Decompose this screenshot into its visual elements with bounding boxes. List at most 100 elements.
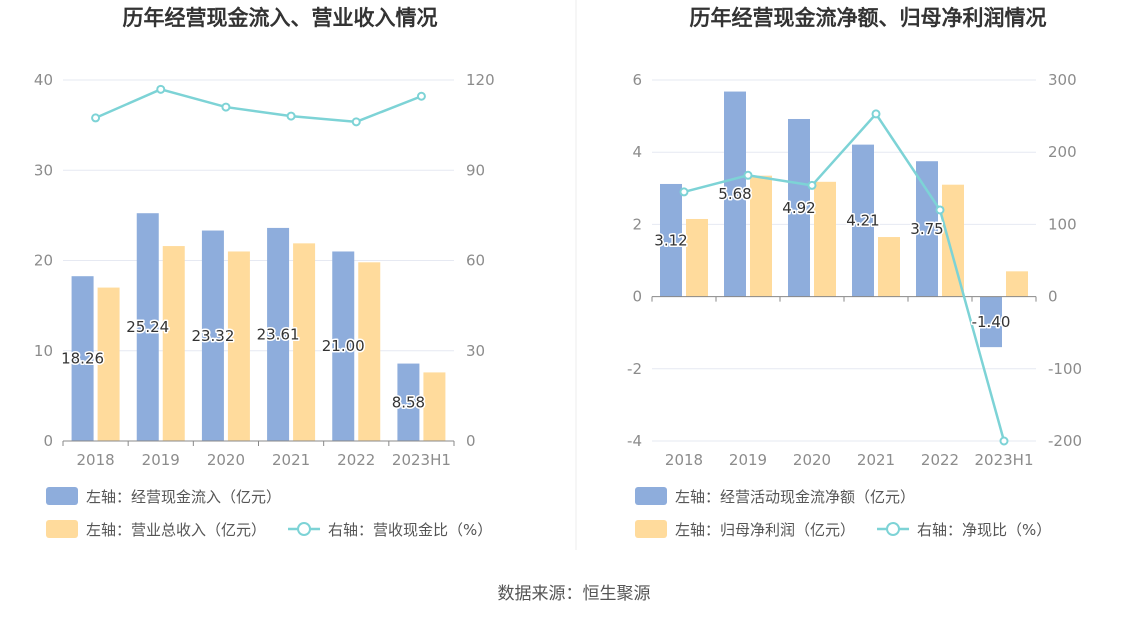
category-label: 2020 xyxy=(793,451,831,469)
legend-swatch-secondary xyxy=(635,520,667,538)
bar-secondary xyxy=(423,372,446,441)
bar-value-label: 4.92 xyxy=(782,199,815,217)
left-tick-label: -4 xyxy=(627,432,642,450)
bar-value-label: 18.26 xyxy=(61,350,104,368)
bar-value-label: 23.61 xyxy=(257,325,300,343)
bar-secondary xyxy=(227,251,250,441)
right-tick-label: 300 xyxy=(1048,71,1077,89)
bar-secondary xyxy=(878,237,900,297)
right-tick-label: 30 xyxy=(466,342,485,360)
left-tick-label: 10 xyxy=(34,342,53,360)
bar-primary xyxy=(916,161,938,297)
ratio-point xyxy=(91,113,101,123)
bar-value-label: 25.24 xyxy=(126,318,169,336)
category-label: 2023H1 xyxy=(975,451,1034,469)
right-tick-label: -100 xyxy=(1048,360,1082,378)
bar-primary xyxy=(71,276,94,441)
chart-title: 历年经营现金流入、营业收入情况 xyxy=(123,6,438,30)
legend-label-primary: 左轴：经营活动现金流净额（亿元） xyxy=(675,488,915,506)
bar-value-label: 21.00 xyxy=(322,337,365,355)
right-tick-label: 0 xyxy=(466,432,476,450)
right-tick-label: 120 xyxy=(466,71,495,89)
ratio-point xyxy=(221,102,231,112)
category-label: 2019 xyxy=(729,451,767,469)
left-tick-label: -2 xyxy=(627,360,642,378)
ratio-point xyxy=(156,84,166,94)
ratio-point xyxy=(871,109,881,119)
ratio-line xyxy=(683,111,1006,442)
bar-secondary xyxy=(814,181,836,297)
bar-secondary xyxy=(686,218,708,297)
bar-primary xyxy=(724,91,746,297)
legend-label-line: 右轴：净现比（%） xyxy=(917,521,1051,539)
ratio-point xyxy=(743,170,753,180)
bar-value-label: 3.75 xyxy=(910,220,943,238)
ratio-point xyxy=(286,111,296,121)
category-label: 2018 xyxy=(76,451,114,469)
bar-value-label: -1.40 xyxy=(972,313,1011,331)
ratio-point xyxy=(416,91,426,101)
left-tick-label: 20 xyxy=(34,252,53,270)
legend-label-primary: 左轴：经营现金流入（亿元） xyxy=(86,488,281,506)
bar-primary xyxy=(201,230,224,441)
right-tick-label: 60 xyxy=(466,252,485,270)
ratio-point xyxy=(999,436,1009,446)
bar-value-label: 5.68 xyxy=(718,185,751,203)
left-tick-label: 0 xyxy=(632,288,642,306)
category-label: 2022 xyxy=(337,451,375,469)
bar-value-label: 4.21 xyxy=(846,212,879,230)
panel-cashflow-revenue: 历年经营现金流入、营业收入情况 0 10 20 30 40 0 30 60 90 120 2018 20… xyxy=(34,6,495,539)
bar-secondary xyxy=(162,246,185,441)
category-label: 2023H1 xyxy=(392,451,451,469)
category-label: 2019 xyxy=(142,451,180,469)
left-tick-label: 4 xyxy=(632,143,642,161)
bar-primary xyxy=(136,213,159,441)
right-tick-label: 0 xyxy=(1048,288,1058,306)
bar-primary xyxy=(397,363,420,441)
bar-secondary xyxy=(942,184,964,297)
left-tick-label: 40 xyxy=(34,71,53,89)
right-tick-label: 100 xyxy=(1048,215,1077,233)
bar-primary xyxy=(267,227,290,441)
category-label: 2022 xyxy=(921,451,959,469)
legend-swatch-primary xyxy=(46,487,78,505)
ratio-point xyxy=(679,187,689,197)
bar-primary xyxy=(980,296,1002,348)
bar-value-label: 23.32 xyxy=(191,327,234,345)
legend-swatch-point xyxy=(297,522,312,536)
bar-value-label: 3.12 xyxy=(654,231,687,249)
bar-secondary xyxy=(97,287,120,441)
legend-label-secondary: 左轴：营业总收入（亿元） xyxy=(86,521,266,539)
ratio-line xyxy=(95,88,422,124)
right-tick-label: 200 xyxy=(1048,143,1077,161)
chart-title: 历年经营现金流净额、归母净利润情况 xyxy=(690,6,1047,30)
category-label: 2021 xyxy=(857,451,895,469)
bar-secondary xyxy=(750,175,772,297)
panel-netcash-profit: 历年经营现金流净额、归母净利润情况 -4 -2 0 2 4 6 -200 -100 0 100 200… xyxy=(627,6,1082,539)
left-tick-label: 2 xyxy=(632,215,642,233)
category-label: 2018 xyxy=(665,451,703,469)
legend-label-line: 右轴：营收现金比（%） xyxy=(328,521,492,539)
category-label: 2021 xyxy=(272,451,310,469)
legend-swatch-point xyxy=(886,522,901,536)
ratio-point xyxy=(351,117,361,127)
legend-swatch-secondary xyxy=(46,520,78,538)
bar-value-label: 8.58 xyxy=(392,393,425,411)
ratio-point xyxy=(935,205,945,215)
bar-secondary xyxy=(358,262,381,441)
bar-primary xyxy=(332,251,355,441)
source-note: 数据来源：恒生聚源 xyxy=(498,584,651,604)
bar-secondary xyxy=(1006,271,1028,297)
legend-swatch-primary xyxy=(635,487,667,505)
right-tick-label: -200 xyxy=(1048,432,1082,450)
bar-secondary xyxy=(293,243,316,441)
ratio-point xyxy=(807,180,817,190)
left-tick-label: 30 xyxy=(34,161,53,179)
bar-primary xyxy=(788,118,810,297)
right-tick-label: 90 xyxy=(466,161,485,179)
legend-label-secondary: 左轴：归母净利润（亿元） xyxy=(675,521,855,539)
bar-primary xyxy=(852,144,874,297)
bar-primary xyxy=(660,183,682,297)
left-tick-label: 6 xyxy=(632,71,642,89)
